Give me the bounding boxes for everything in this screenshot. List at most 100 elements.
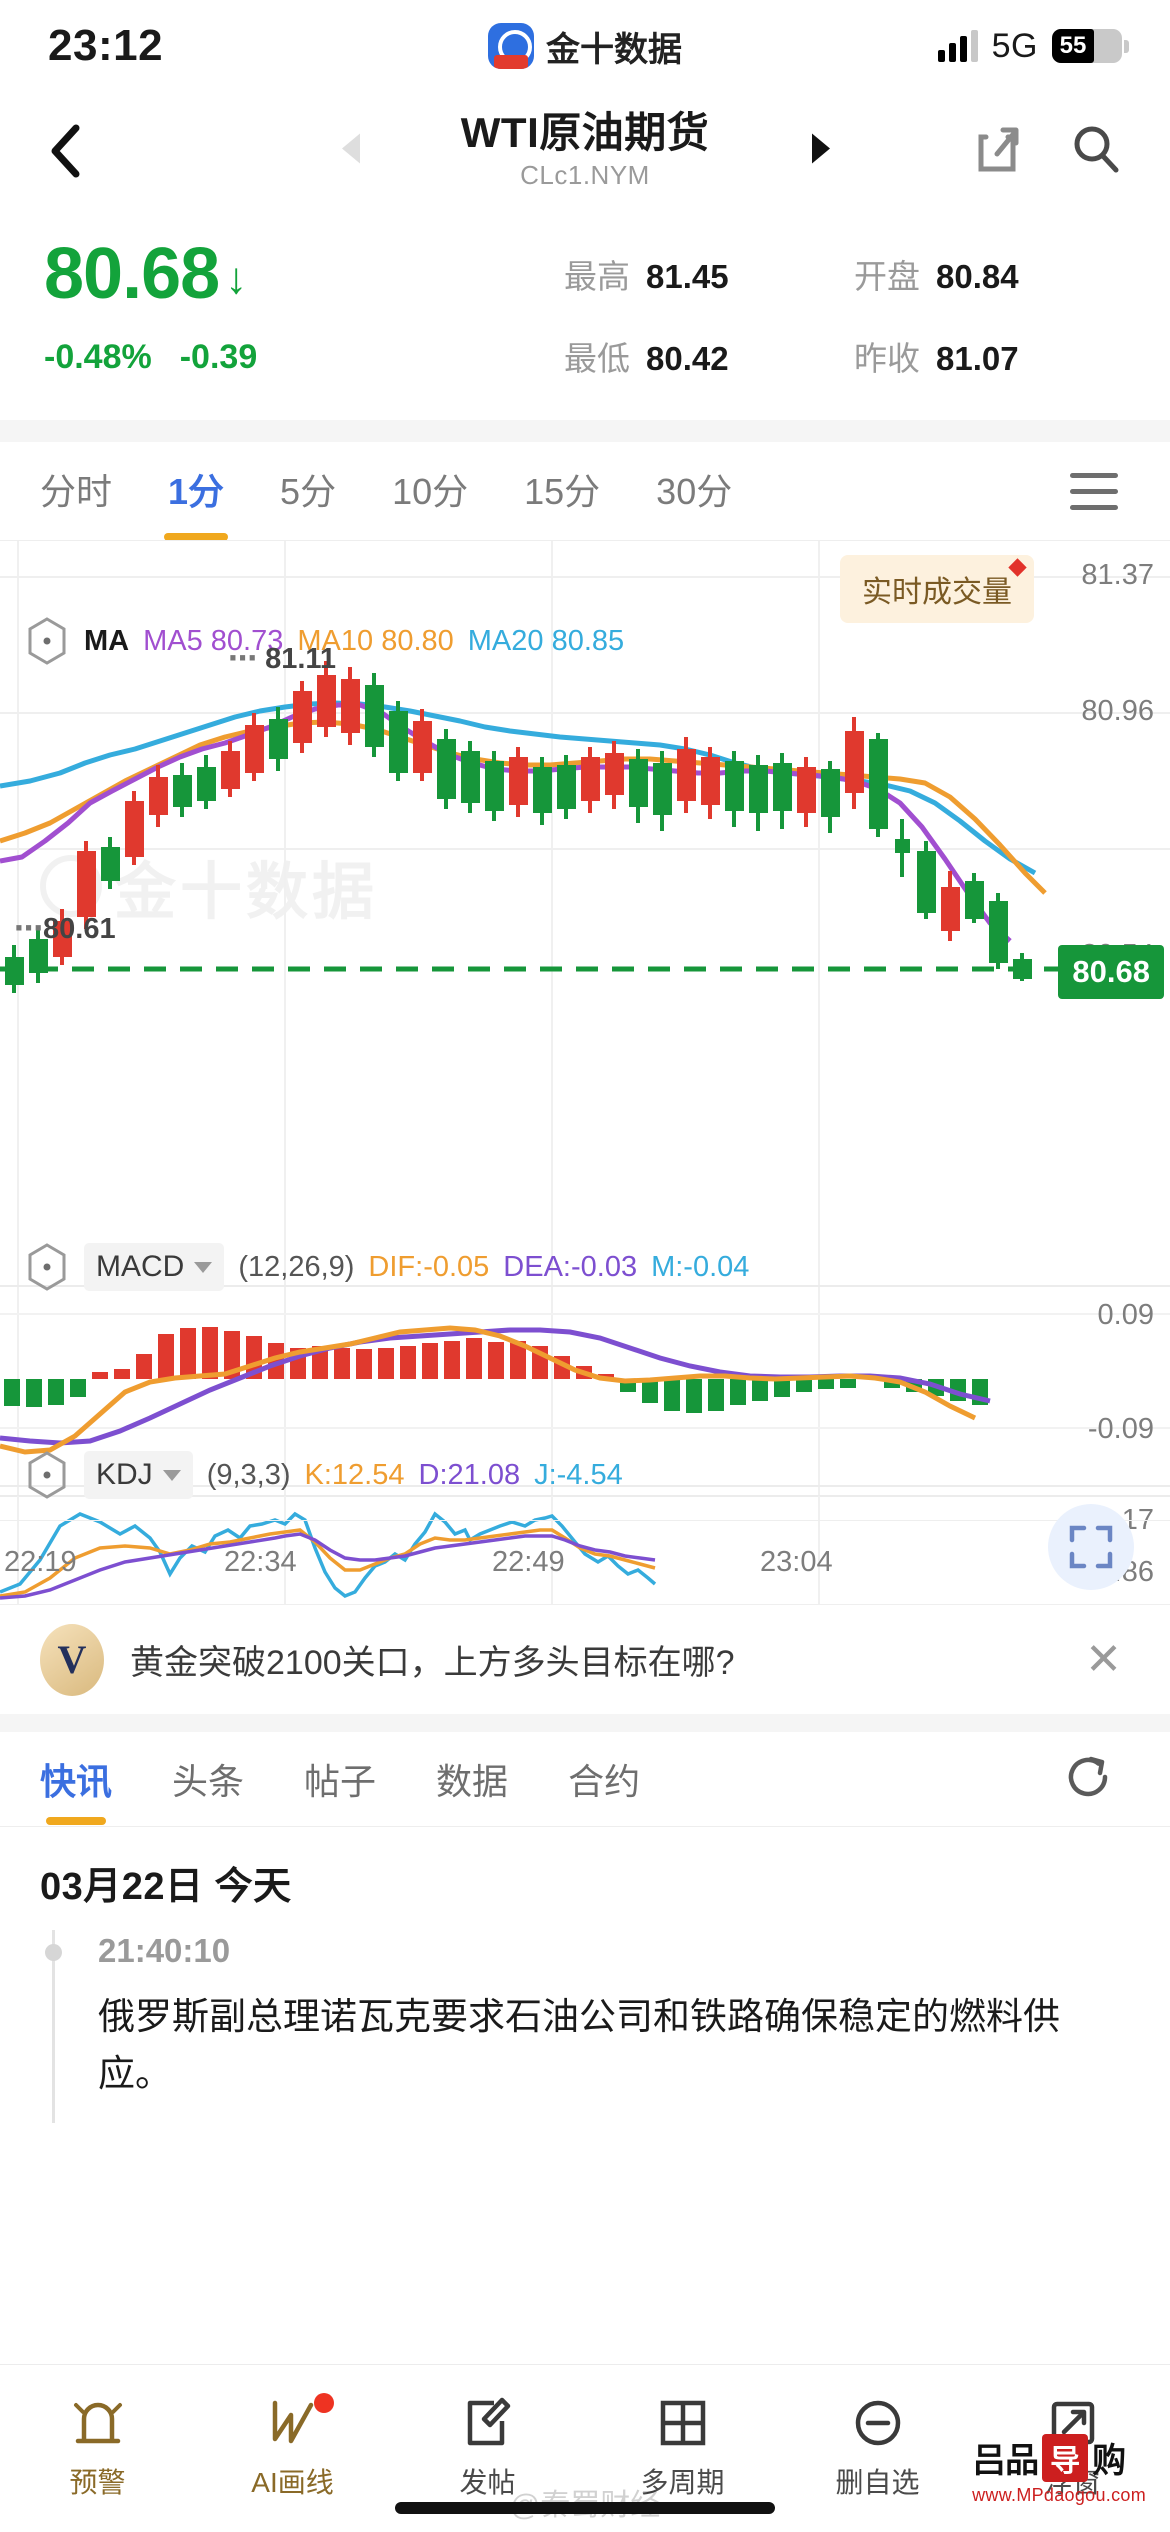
refresh-button[interactable]	[1062, 1751, 1130, 1808]
stat-prevclose-label: 昨收	[854, 340, 920, 377]
quote-price-row: 80.68 ↓	[44, 238, 564, 310]
ma-legend[interactable]: MA MA5 80.73 MA10 80.80 MA20 80.85	[24, 615, 624, 667]
tab-heyue[interactable]: 合约	[568, 1761, 641, 1802]
quote-panel: 80.68 ↓ -0.48% -0.39 最高 81.45 开盘 80.84 最…	[0, 210, 1170, 420]
time-tick-4: 23:04	[760, 1546, 833, 1578]
search-button[interactable]	[1070, 123, 1122, 180]
stat-prevclose-value: 81.07	[936, 340, 1019, 377]
kdj-d: D:21.08	[418, 1458, 521, 1491]
alarm-icon	[73, 2402, 122, 2443]
ma10-value: MA10 80.80	[297, 624, 454, 657]
tab-15min[interactable]: 15分	[524, 471, 601, 512]
low-point-label: ⋯80.61	[14, 913, 116, 945]
stat-open: 开盘 80.84	[854, 250, 1126, 298]
timeframe-tabs: 分时 1分 5分 10分 15分 30分	[0, 442, 1170, 540]
prev-symbol-button[interactable]	[340, 132, 362, 171]
share-button[interactable]	[972, 124, 1022, 179]
tab-fenshi[interactable]: 分时	[40, 471, 113, 512]
macd-settings-icon[interactable]	[24, 1241, 70, 1293]
status-indicators: 5G 55	[937, 26, 1129, 66]
shop-watermark: 吕品 导 购 www.MPdaogou.com	[972, 2433, 1146, 2506]
news-item-text: 俄罗斯副总理诺瓦克要求石油公司和铁路确保稳定的燃料供应。	[98, 1996, 1060, 2095]
signal-bars-icon	[937, 30, 978, 62]
tab-tiezi[interactable]: 帖子	[304, 1761, 377, 1802]
section-divider	[0, 420, 1170, 442]
macd-params: (12,26,9)	[238, 1250, 355, 1283]
network-type: 5G	[991, 26, 1038, 65]
refresh-icon	[1068, 1756, 1108, 1796]
share-icon	[978, 127, 1019, 171]
direction-arrow-icon: ↓	[225, 254, 248, 303]
back-button[interactable]	[34, 120, 96, 182]
stat-high-label: 最高	[564, 258, 630, 295]
shop-badge-text: 导	[1042, 2433, 1089, 2482]
toolbar-ai-draw-label: AI画线	[251, 2466, 334, 2498]
tab-5min[interactable]: 5分	[280, 471, 337, 512]
fullscreen-button[interactable]	[1048, 1504, 1134, 1590]
toolbar-post-button[interactable]: 发帖	[390, 2397, 585, 2501]
toolbar-alert-button[interactable]: 预警	[0, 2397, 195, 2501]
chart-area[interactable]: 金十数据	[0, 540, 1170, 1604]
realtime-volume-badge[interactable]: 实时成交量	[840, 555, 1034, 623]
hexagon-icon	[28, 1451, 66, 1499]
shop-right-text: 购	[1092, 2442, 1126, 2480]
kdj-selector[interactable]: KDJ	[84, 1451, 193, 1499]
stat-prevclose: 昨收 81.07	[854, 332, 1126, 380]
ad-text[interactable]: 黄金突破2100关口，上方多头目标在哪?	[130, 1644, 735, 1682]
tab-shuju[interactable]: 数据	[436, 1761, 509, 1802]
stat-high: 最高 81.45	[564, 250, 836, 298]
stat-low-label: 最低	[564, 340, 630, 377]
badge-dot-icon	[1008, 558, 1027, 577]
ad-close-button[interactable]: ✕	[1085, 1635, 1122, 1684]
toolbar-post-label: 发帖	[459, 2466, 516, 2498]
chart-canvas[interactable]	[0, 541, 1170, 1605]
kdj-settings-icon[interactable]	[24, 1449, 70, 1501]
tab-30min[interactable]: 30分	[656, 471, 733, 512]
news-item[interactable]: 21:40:10 俄罗斯副总理诺瓦克要求石油公司和铁路确保稳定的燃料供应。	[40, 1920, 1130, 2123]
stat-open-value: 80.84	[936, 258, 1019, 295]
hamburger-menu-icon[interactable]	[1070, 472, 1130, 510]
macd-name: MACD	[96, 1250, 185, 1283]
next-symbol-button[interactable]	[810, 132, 832, 171]
change-value: -0.39	[179, 338, 258, 376]
toolbar-remove-watchlist-label: 删自选	[835, 2466, 920, 2498]
quote-stats-grid: 最高 81.45 开盘 80.84 最低 80.42 昨收 81.07	[564, 238, 1126, 380]
news-list: 03月22日 今天 21:40:10 俄罗斯副总理诺瓦克要求石油公司和铁路确保稳…	[0, 1826, 1170, 2123]
kdj-header[interactable]: KDJ (9,3,3) K:12.54 D:21.08 J:-4.54	[0, 1449, 1170, 1501]
macd-axis-top: 0.09	[1097, 1299, 1154, 1331]
stat-open-label: 开盘	[854, 258, 920, 295]
news-date: 03月22日 今天	[40, 1866, 292, 1908]
tab-toutiao[interactable]: 头条	[172, 1761, 245, 1802]
app-icon	[488, 23, 534, 69]
post-icon	[467, 2397, 510, 2445]
price-axis-top: 81.37	[1081, 559, 1154, 591]
tab-1min[interactable]: 1分	[168, 463, 224, 519]
minus-circle-icon	[855, 2400, 900, 2445]
tab-kuaixun[interactable]: 快讯	[40, 1753, 112, 1805]
macd-m: M:-0.04	[651, 1250, 750, 1283]
stat-low-value: 80.42	[646, 340, 729, 377]
status-bar: 23:12 金十数据 5G 55	[0, 0, 1170, 92]
hexagon-icon	[28, 617, 66, 665]
app-name: 金十数据	[546, 30, 682, 69]
ai-draw-icon	[272, 2400, 313, 2443]
change-percent: -0.48%	[44, 338, 152, 376]
macd-header[interactable]: MACD (12,26,9) DIF:-0.05 DEA:-0.03 M:-0.…	[0, 1241, 1170, 1293]
high-point-label: ⋯ 81.11	[228, 643, 337, 675]
time-tick-2: 22:34	[224, 1546, 297, 1578]
macd-selector[interactable]: MACD	[84, 1243, 225, 1291]
toolbar-multiperiod-button[interactable]: 多周期	[585, 2397, 780, 2501]
macd-axis-bottom: -0.09	[1087, 1413, 1154, 1445]
indicator-settings-icon[interactable]	[24, 615, 70, 667]
macd-dea: DEA:-0.03	[503, 1250, 638, 1283]
toolbar-remove-watchlist-button[interactable]: 删自选	[780, 2397, 975, 2501]
header-actions	[972, 123, 1136, 180]
triangle-right-icon	[812, 133, 830, 164]
ma5-value: MA5 80.73	[143, 624, 284, 657]
toolbar-ai-draw-button[interactable]: AI画线	[195, 2392, 390, 2501]
hexagon-icon	[28, 1243, 66, 1291]
news-item-content: 21:40:10 俄罗斯副总理诺瓦克要求石油公司和铁路确保稳定的燃料供应。	[76, 1920, 1130, 2103]
ad-banner[interactable]: V 黄金突破2100关口，上方多头目标在哪? ✕	[0, 1604, 1170, 1714]
ma20-value: MA20 80.85	[467, 624, 625, 657]
tab-10min[interactable]: 10分	[392, 471, 469, 512]
